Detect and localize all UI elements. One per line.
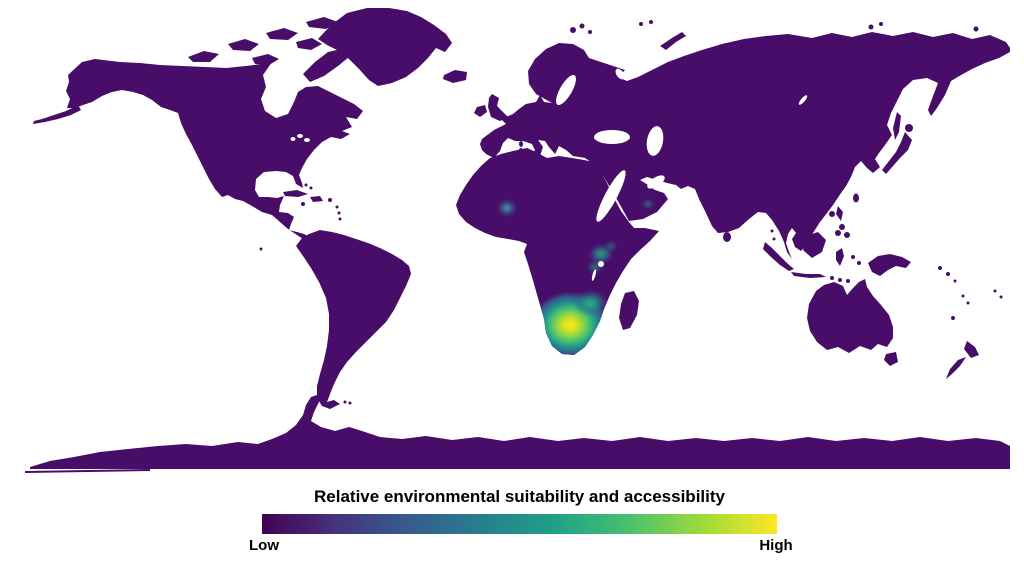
landmass-arctic-islands-eurasia	[570, 20, 979, 50]
colorbar-high-label: High	[759, 537, 793, 554]
hotspot-ethiopia-highlands	[605, 241, 617, 251]
world-map-container	[25, 8, 1010, 473]
landmass-new-zealand	[946, 341, 979, 379]
landmass-caribbean-islands	[283, 183, 342, 221]
white-sea	[615, 68, 625, 80]
landmass-australia	[807, 279, 893, 353]
landmass-maritime-southeast-asia	[763, 206, 911, 283]
landmass-tasmania	[884, 352, 898, 366]
lake-tanganyika	[591, 269, 597, 281]
landmass-mediterranean-islands	[518, 141, 595, 169]
landmass-great-britain	[488, 94, 508, 121]
hotspot-southwest-arabia	[642, 199, 654, 209]
landmass-north-america	[66, 59, 363, 241]
landmass-canadian-arctic-islands	[188, 17, 349, 82]
landmass-alaska-peninsula-aleutians	[33, 105, 81, 124]
black-sea	[594, 130, 630, 144]
landmasses	[25, 8, 1010, 473]
great-lakes	[290, 137, 296, 141]
landmass-greenland	[318, 8, 452, 86]
lake-victoria	[598, 261, 604, 267]
lakes-and-seas	[290, 68, 808, 281]
landmass-antarctica	[30, 395, 1010, 469]
landmass-madagascar	[619, 291, 639, 330]
baltic-sea	[556, 74, 576, 106]
hotspot-west-africa-sahel	[497, 199, 517, 217]
colorbar-title: Relative environmental suitability and a…	[314, 487, 725, 506]
landmass-ireland	[474, 105, 487, 117]
great-lakes	[297, 134, 303, 138]
colorbar-low-label: Low	[249, 537, 279, 554]
persian-gulf	[647, 175, 665, 189]
lake-baikal	[798, 95, 808, 105]
landmass-antarctica-streak	[25, 469, 150, 473]
caspian-sea	[646, 126, 664, 156]
landmass-iceland	[443, 70, 467, 83]
world-map	[25, 8, 1010, 473]
landmass-south-america	[296, 230, 411, 409]
red-sea	[596, 170, 626, 222]
landmass-east-asia-islands	[723, 112, 913, 242]
landmass-pacific-islands	[259, 229, 1003, 405]
colorbar-gradient	[262, 514, 777, 534]
great-lakes	[304, 138, 310, 142]
hotspot-zimbabwe-mozambique	[574, 290, 608, 316]
